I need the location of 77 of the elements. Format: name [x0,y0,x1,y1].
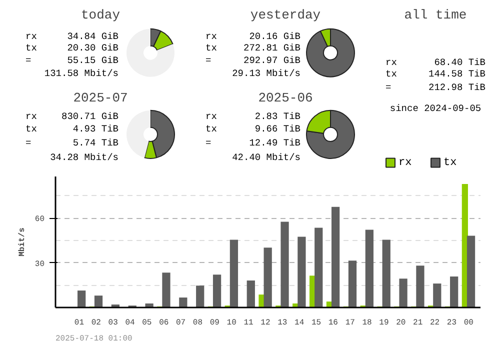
chart-title: 2025-07 [73,90,128,106]
bar [365,230,374,308]
x-tick-label: 23 [446,318,457,328]
bar [246,280,255,308]
y-tick-label: 60 [34,215,45,224]
x-tick-label: 22 [430,318,440,328]
text: tx 272.81 GiB [206,42,301,54]
text: rx 34.84 GiB [26,31,119,42]
x-tick-label: 14 [294,318,304,328]
x-tick-label: 17 [345,318,356,328]
x-tick-label: 04 [125,318,135,328]
text: = 55.15 GiB [26,55,119,66]
x-tick-label: 05 [142,318,152,328]
y-tick-label: 30 [34,260,45,269]
text: = 212.98 TiB [386,82,486,93]
x-tick-label: 07 [176,318,186,328]
text: tx 20.30 GiB [26,42,119,54]
bar [212,274,222,308]
chart-title: 2025-06 [258,90,313,106]
bar [348,260,357,308]
x-tick-label: 19 [379,318,389,328]
bar [399,278,408,308]
x-tick-label: 09 [210,318,220,328]
bar [331,206,340,308]
text: 131.58 Mbit/s [44,68,119,80]
x-tick-label: 03 [108,318,118,328]
bar [162,272,170,308]
text: all time [404,8,467,22]
bar [264,248,272,308]
text: 34.28 Mbit/s [50,152,119,163]
bar [450,276,458,308]
text: tx 144.58 TiB [386,68,486,80]
bar [466,236,476,308]
text: rx 2.83 TiB [206,111,300,122]
bar [314,228,323,308]
text: 2025-07-18 01:00 [56,334,133,344]
bar [416,266,424,308]
x-tick-label: 01 [74,318,84,328]
text: since 2024-09-05 [390,103,482,114]
x-tick-label: 20 [396,318,406,328]
x-tick-label: 12 [260,318,270,328]
bar [298,236,306,308]
x-tick-label: 06 [159,318,169,328]
legend-label: tx [444,156,458,169]
text: rx 68.40 TiB [386,56,486,68]
x-tick-label: 10 [226,318,237,328]
chart-title: yesterday [250,8,321,22]
x-tick-label: 00 [464,318,474,328]
text: tx 9.66 TiB [206,123,300,134]
chart-title: today [80,8,120,22]
x-tick-label: 15 [311,318,322,328]
x-tick-label: 13 [278,318,288,328]
bar [433,284,442,308]
x-tick-label: 21 [413,318,423,328]
bar [145,303,154,308]
bar [230,240,238,308]
text: tx 4.93 TiB [26,123,118,134]
bar [78,290,86,308]
x-tick-label: 08 [192,318,203,328]
text: 29.13 Mbit/s [232,68,301,80]
text: 42.40 Mbit/s [232,152,301,163]
bar [94,296,103,308]
bar [280,222,289,308]
bar [196,286,204,308]
x-tick-label: 11 [244,318,254,328]
x-tick-label: 16 [328,318,338,328]
x-tick-label: 18 [362,318,372,328]
bar [179,298,188,308]
x-tick-label: 02 [91,318,102,328]
y-axis-title: Mbit/s [18,227,27,256]
text: rx 20.16 GiB [206,31,301,42]
bar [382,240,390,308]
text: = 5.74 TiB [26,138,118,149]
text: = 292.97 GiB [206,55,301,66]
text: rx 830.71 GiB [26,111,119,122]
legend-label: rx [398,156,412,169]
text: = 12.49 TiB [206,138,301,149]
